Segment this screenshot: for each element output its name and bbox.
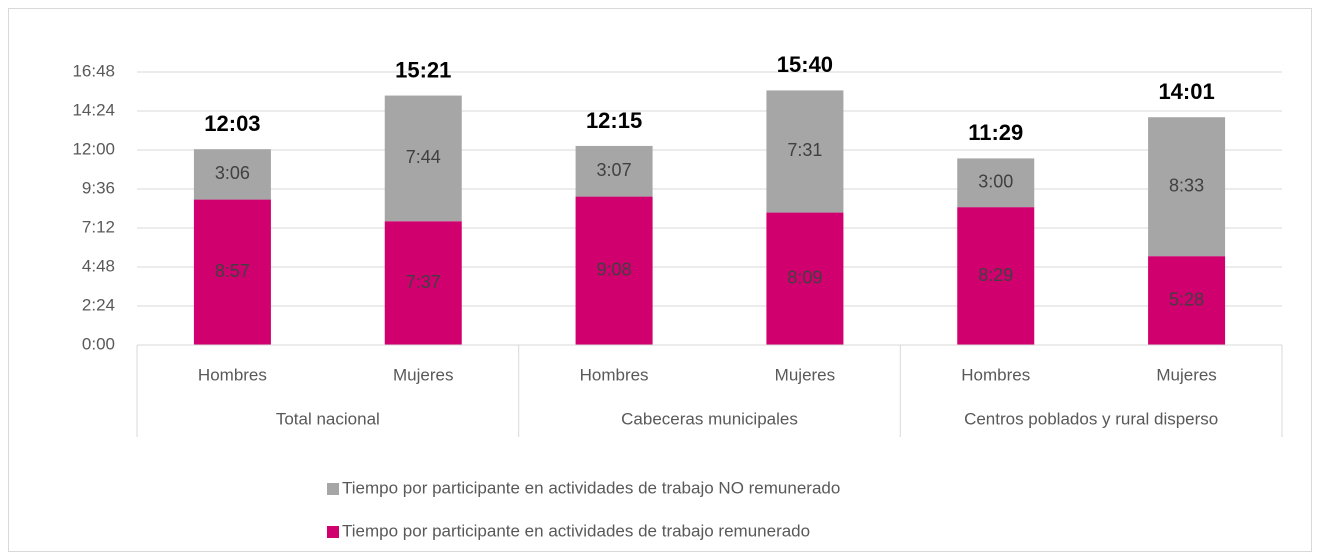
x-tick-label: Mujeres: [775, 365, 835, 384]
total-label: 15:21: [395, 57, 451, 82]
x-tick-label: Hombres: [961, 365, 1030, 384]
total-label: 12:15: [586, 108, 642, 133]
value-label: 7:44: [406, 147, 441, 167]
value-label: 3:07: [597, 160, 632, 180]
bar-segment: [766, 212, 844, 345]
value-label: 5:28: [1169, 289, 1204, 309]
bar-segment: [1148, 256, 1226, 345]
bar-segment: [575, 145, 653, 197]
bar-segment: [1148, 117, 1226, 257]
total-label: 14:01: [1158, 79, 1214, 104]
y-tick-label: 14:24: [72, 100, 115, 119]
legend-swatch: [327, 526, 339, 538]
x-tick-label: Mujeres: [393, 365, 453, 384]
bar-segment: [957, 158, 1035, 208]
bar-segment: [384, 221, 462, 345]
value-label: 7:31: [787, 140, 822, 160]
bar-segment: [384, 95, 462, 222]
group-label: Total nacional: [276, 409, 380, 428]
y-tick-label: 12:00: [72, 139, 115, 158]
bar-segment: [766, 90, 844, 213]
value-label: 8:29: [978, 265, 1013, 285]
y-tick-label: 7:12: [82, 217, 115, 236]
value-label: 8:09: [787, 268, 822, 288]
y-tick-label: 16:48: [72, 61, 115, 80]
value-label: 9:08: [597, 260, 632, 280]
legend-swatch: [327, 483, 339, 495]
total-label: 11:29: [968, 120, 1023, 145]
legend-label: Tiempo por participante en actividades d…: [342, 478, 840, 497]
y-tick-label: 0:00: [82, 334, 115, 353]
y-tick-label: 4:48: [82, 256, 115, 275]
bar-segment: [193, 199, 271, 345]
value-label: 3:00: [978, 172, 1013, 192]
value-label: 8:33: [1169, 175, 1204, 195]
legend-label: Tiempo por participante en actividades d…: [342, 521, 810, 540]
group-label: Cabeceras municipales: [621, 409, 798, 428]
value-label: 3:06: [215, 163, 250, 183]
total-label: 12:03: [204, 111, 260, 136]
value-label: 8:57: [215, 261, 250, 281]
group-label: Centros poblados y rural disperso: [964, 409, 1218, 428]
x-tick-label: Hombres: [198, 365, 267, 384]
y-tick-label: 9:36: [82, 178, 115, 197]
bar-segment: [193, 149, 271, 200]
y-tick-label: 2:24: [82, 295, 115, 314]
bar-segment: [957, 207, 1035, 345]
x-tick-label: Mujeres: [1156, 365, 1216, 384]
value-label: 7:37: [406, 272, 441, 292]
total-label: 15:40: [777, 52, 833, 77]
bar-segment: [575, 196, 653, 345]
x-tick-label: Hombres: [580, 365, 649, 384]
